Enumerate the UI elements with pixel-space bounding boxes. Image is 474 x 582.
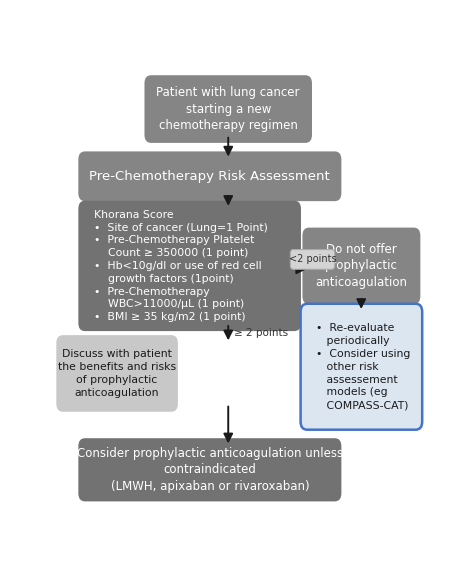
Text: Discuss with patient
the benefits and risks
of prophylactic
anticoagulation: Discuss with patient the benefits and ri… bbox=[58, 349, 176, 398]
Text: •  Re-evaluate
   periodically
•  Consider using
   other risk
   assessement
  : • Re-evaluate periodically • Consider us… bbox=[317, 324, 411, 410]
FancyBboxPatch shape bbox=[56, 335, 178, 412]
Text: Consider prophylactic anticoagulation unless
contraindicated
(LMWH, apixaban or : Consider prophylactic anticoagulation un… bbox=[77, 447, 343, 493]
FancyBboxPatch shape bbox=[78, 151, 341, 201]
Text: Do not offer
prophylactic
anticoagulation: Do not offer prophylactic anticoagulatio… bbox=[315, 243, 407, 289]
Text: ≥ 2 points: ≥ 2 points bbox=[234, 328, 288, 338]
Text: <2 points: <2 points bbox=[289, 254, 337, 264]
Text: Khorana Score
•  Site of cancer (Lung=1 Point)
•  Pre-Chemotherapy Platelet
    : Khorana Score • Site of cancer (Lung=1 P… bbox=[94, 210, 268, 322]
Text: Pre-Chemotherapy Risk Assessment: Pre-Chemotherapy Risk Assessment bbox=[90, 170, 330, 183]
FancyBboxPatch shape bbox=[302, 228, 420, 304]
FancyBboxPatch shape bbox=[301, 304, 422, 430]
FancyBboxPatch shape bbox=[78, 201, 301, 331]
FancyBboxPatch shape bbox=[78, 438, 341, 502]
Text: Patient with lung cancer
starting a new
chemotherapy regimen: Patient with lung cancer starting a new … bbox=[156, 86, 300, 132]
FancyBboxPatch shape bbox=[290, 250, 335, 269]
FancyBboxPatch shape bbox=[145, 75, 312, 143]
